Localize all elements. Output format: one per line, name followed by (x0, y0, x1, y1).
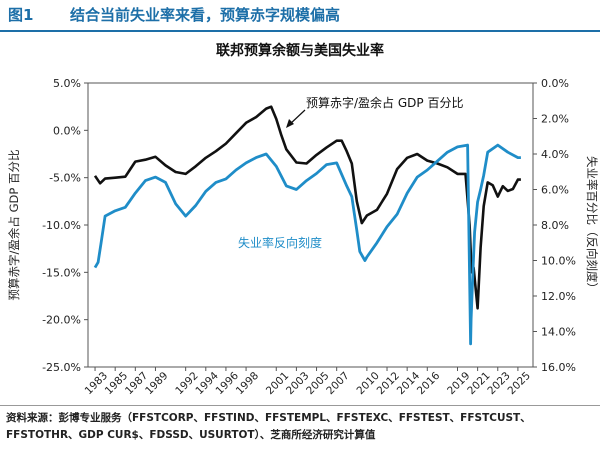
right-axis-tick-label: 4.0% (541, 148, 569, 161)
x-axis-tick-label: 2016 (415, 370, 443, 398)
right-axis-tick-label: 16.0% (541, 361, 576, 374)
right-axis-label: 失业率百分比（反向刻度） (585, 156, 599, 294)
budget-balance-annotation: 预算赤字/盈余占 GDP 百分比 (306, 95, 463, 110)
right-axis-tick-label: 2.0% (541, 113, 569, 126)
left-axis-tick-label: -15.0% (42, 266, 81, 279)
right-axis-tick-label: 12.0% (541, 290, 576, 303)
figure-title: 结合当前失业率来看，预算赤字规模偏高 (70, 6, 341, 24)
figure-header: 图1 结合当前失业率来看，预算赤字规模偏高 (0, 0, 600, 32)
plot-frame (87, 82, 534, 368)
right-axis-tick-label: 6.0% (541, 184, 569, 197)
budget-balance-line (93, 105, 521, 310)
left-axis-tick-label: -25.0% (42, 361, 81, 374)
unemployment-rate-line (93, 143, 521, 346)
left-axis-tick-label: -10.0% (42, 219, 81, 232)
right-axis-tick-label: 10.0% (541, 255, 576, 268)
x-axis-tick-label: 2007 (324, 370, 351, 397)
left-axis-tick-label: 5.0% (53, 77, 81, 90)
x-axis-tick-label: 2025 (506, 370, 533, 397)
chart-svg: 5.0% 0.0% -5.0% -10.0% -15.0% -20.0% -25.0% 0.0… (7, 77, 599, 398)
left-axis-label: 预算赤字/盈余占 GDP 百分比 (7, 150, 21, 301)
left-axis-tick-label: -5.0% (49, 172, 81, 185)
budget-annotation-arrowhead (286, 119, 294, 128)
header-rule (0, 30, 600, 32)
source-note: 资料来源：彭博专业服务（FFSTCORP、FFSTIND、FFSTEMPL、FF… (6, 412, 531, 441)
x-axis-tick-label: 1989 (143, 370, 170, 397)
left-axis-tick-label: 0.0% (53, 124, 81, 137)
figure-label: 图1 (8, 6, 34, 24)
right-axis-tick-label: 0.0% (541, 77, 569, 90)
footer-rule (0, 405, 600, 406)
right-axis-tick-label: 14.0% (541, 326, 576, 339)
right-axis-tick-label: 8.0% (541, 219, 569, 232)
left-axis-tick-label: -20.0% (42, 314, 81, 327)
x-axis-tick-label: 1998 (234, 370, 261, 397)
chart-title: 联邦预算余额与美国失业率 (216, 43, 384, 59)
unemployment-annotation: 失业率反向刻度 (238, 235, 322, 250)
